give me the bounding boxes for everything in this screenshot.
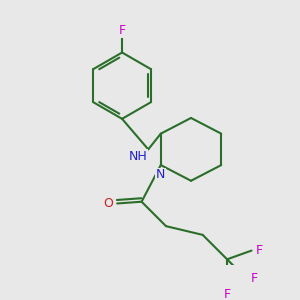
Text: O: O — [103, 197, 113, 210]
Text: F: F — [224, 288, 231, 300]
Text: NH: NH — [128, 150, 147, 163]
Text: F: F — [250, 272, 258, 285]
Text: N: N — [156, 168, 166, 181]
Text: F: F — [118, 24, 126, 37]
Text: F: F — [256, 244, 263, 257]
